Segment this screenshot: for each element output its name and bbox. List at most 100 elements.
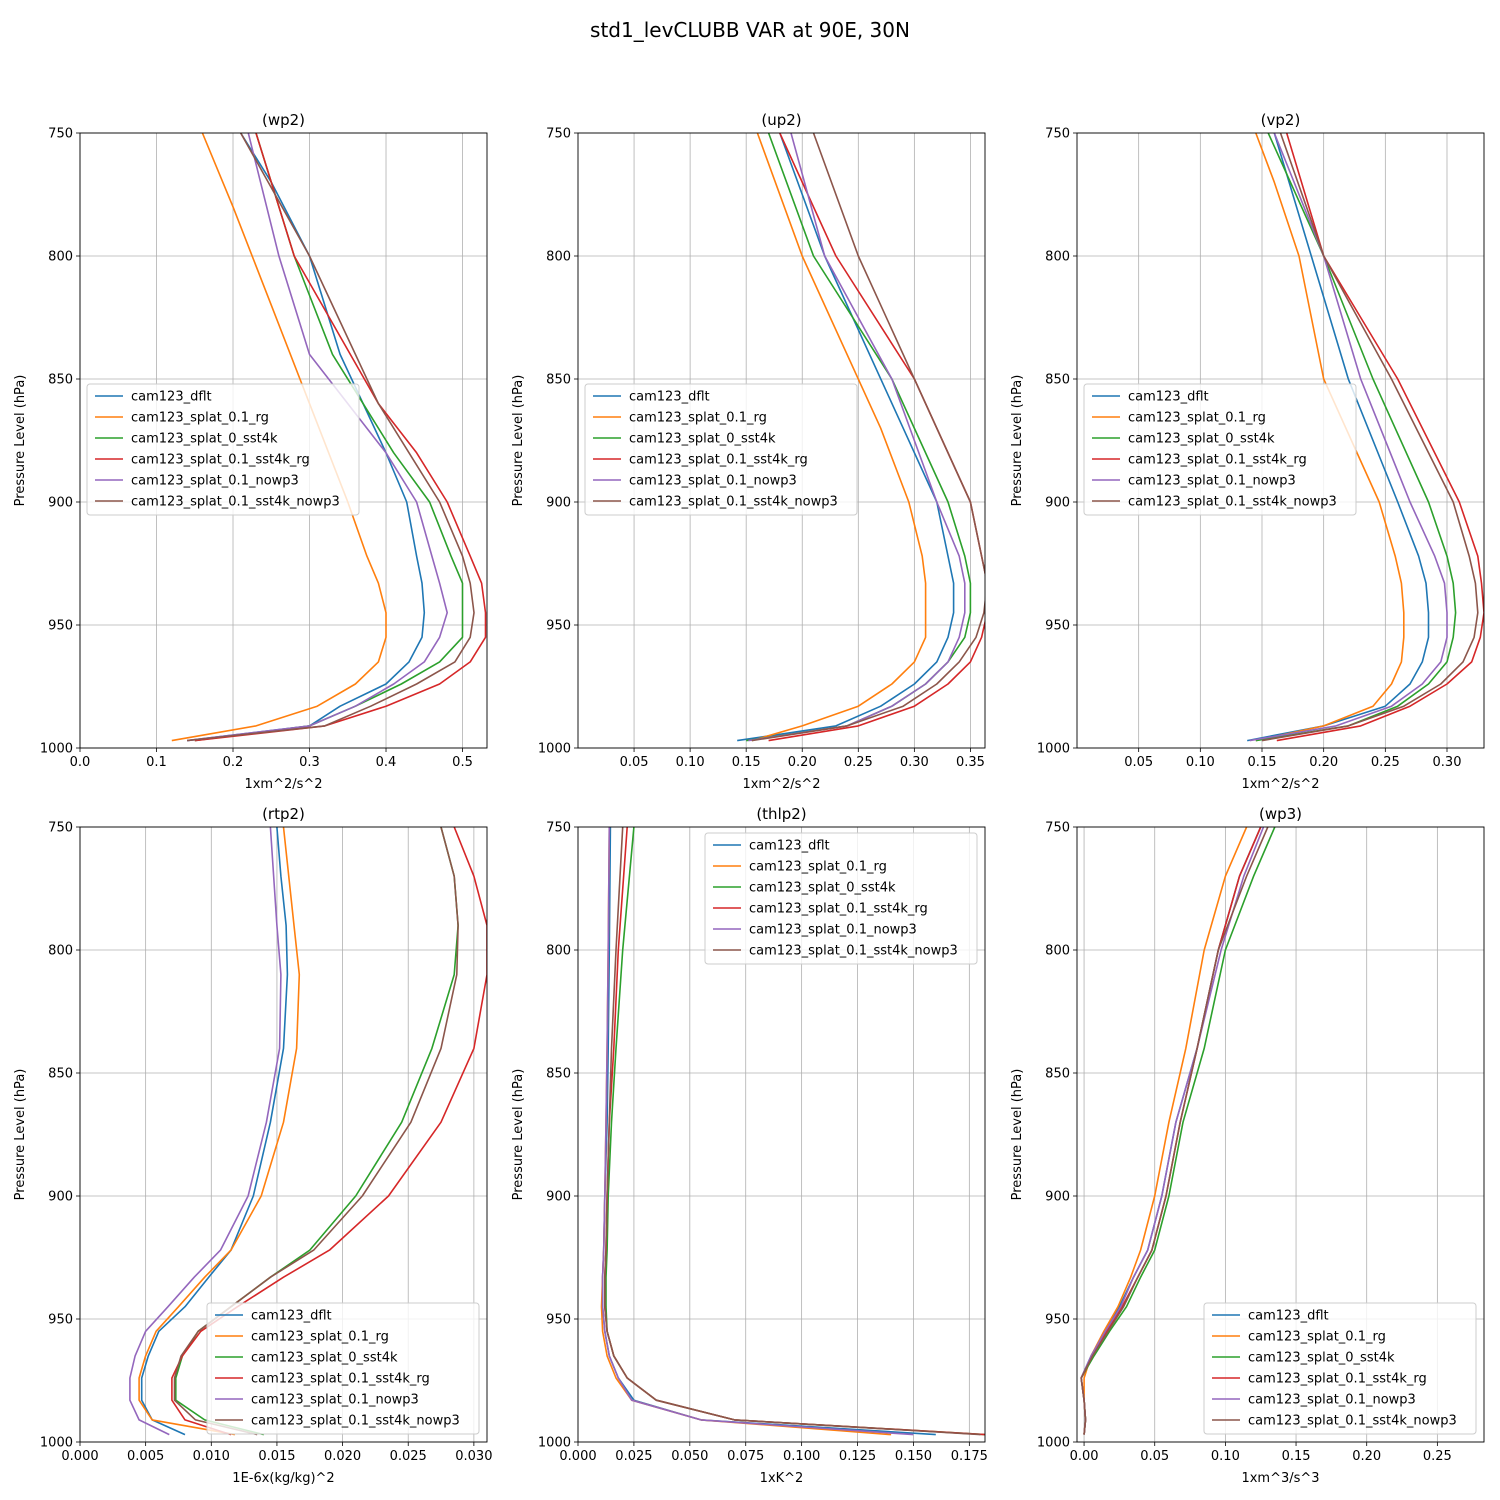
x-tick-label: 0.075 (727, 1449, 764, 1464)
x-tick-label: 0.015 (258, 1449, 295, 1464)
legend-label: cam123_splat_0.1_sst4k_nowp3 (1248, 1414, 1457, 1429)
y-tick-label: 900 (1045, 1190, 1070, 1205)
x-axis-label: 1xm^2/s^2 (244, 777, 322, 792)
y-tick-label: 850 (546, 373, 571, 388)
series-line-cam123_splat_0.1_rg (1255, 133, 1405, 742)
x-tick-label: 0.10 (1211, 1449, 1240, 1464)
legend-label: cam123_splat_0.1_sst4k_rg (629, 453, 808, 468)
x-tick-label: 0.20 (788, 755, 817, 770)
x-tick-label: 0.1 (146, 755, 167, 770)
legend-label: cam123_dflt (131, 390, 212, 405)
legend-label: cam123_splat_0.1_sst4k_nowp3 (1128, 495, 1337, 510)
panel-wp3: 0.00 0.05 0.10 0.15 0.20 0.25 750 800 850 900 950 1… (1010, 805, 1485, 1486)
panel-rtp2: 0.000 0.005 0.010 0.015 0.020 0.025 0.030 750 80… (13, 805, 492, 1486)
y-tick-label: 750 (48, 127, 73, 142)
series-line-cam123_splat_0_sst4k (1255, 133, 1457, 742)
y-axis-label: Pressure Level (hPa) (1010, 375, 1025, 507)
legend-label: cam123_dflt (1128, 390, 1209, 405)
legend-label: cam123_splat_0.1_rg (1128, 411, 1266, 426)
y-tick-label: 850 (1045, 1067, 1070, 1082)
y-tick-label: 900 (48, 496, 73, 511)
x-tick-label: 0.150 (895, 1449, 932, 1464)
series-line-cam123_splat_0.1_sst4k_nowp3 (187, 133, 475, 742)
x-tick-label: 0.05 (620, 755, 649, 770)
legend-label: cam123_splat_0.1_sst4k_nowp3 (749, 944, 958, 959)
x-tick-label: 0.3 (299, 755, 320, 770)
y-tick-label: 950 (1045, 619, 1070, 634)
series-line-cam123_splat_0.1_sst4k_rg (171, 827, 487, 1436)
legend: cam123_dflt cam123_splat_0.1_rg cam123_spl… (704, 832, 978, 965)
series-line-cam123_splat_0.1_rg (171, 133, 387, 742)
x-tick-label: 0.20 (1352, 1449, 1381, 1464)
y-tick-label: 800 (48, 944, 73, 959)
x-tick-label: 0.025 (615, 1449, 652, 1464)
series-line-cam123_splat_0.1_rg (751, 133, 927, 742)
panel-title: (rtp2) (262, 805, 305, 823)
y-tick-label: 750 (1045, 821, 1070, 836)
y-tick-label: 750 (546, 821, 571, 836)
series-line-cam123_splat_0.1_sst4k_nowp3 (603, 827, 981, 1436)
panel-vp2: 0.05 0.10 0.15 0.20 0.25 0.30 750 800 850 900 950 1… (1010, 111, 1485, 792)
y-tick-label: 850 (48, 373, 73, 388)
x-tick-label: 0.15 (1248, 755, 1277, 770)
axes-frame (577, 826, 986, 1443)
series-line-cam123_splat_0_sst4k (194, 133, 464, 742)
panel-title: (thlp2) (756, 805, 806, 823)
legend-label: cam123_splat_0.1_rg (1248, 1330, 1386, 1345)
panel-wp2: 0.0 0.1 0.2 0.3 0.4 0.5 750 800 850 900 950 1000 (wp… (13, 111, 488, 792)
y-axis-label: Pressure Level (hPa) (511, 375, 526, 507)
x-tick-label: 0.25 (844, 755, 873, 770)
legend-label: cam123_splat_0.1_rg (251, 1330, 389, 1345)
panel-title: (wp2) (262, 111, 305, 129)
y-tick-label: 800 (546, 944, 571, 959)
y-axis-label: Pressure Level (hPa) (1010, 1069, 1025, 1201)
series-line-cam123_splat_0.1_nowp3 (129, 827, 282, 1436)
panel-title: (vp2) (1261, 111, 1301, 129)
x-tick-label: 0.15 (732, 755, 761, 770)
x-tick-label: 0.050 (671, 1449, 708, 1464)
axes-frame (1076, 826, 1485, 1443)
series-line-cam123_splat_0.1_nowp3 (1249, 133, 1448, 742)
legend-label: cam123_splat_0.1_sst4k_nowp3 (131, 495, 340, 510)
series-line-cam123_dflt (1247, 133, 1430, 742)
x-tick-label: 0.0 (70, 755, 91, 770)
x-axis-label: 1xm^3/s^3 (1241, 1471, 1319, 1486)
axes-frame (1076, 132, 1485, 749)
legend-label: cam123_dflt (251, 1309, 332, 1324)
y-tick-label: 1000 (1037, 742, 1070, 757)
x-tick-label: 0.175 (951, 1449, 988, 1464)
y-tick-label: 1000 (538, 1436, 571, 1451)
axes-frame (79, 132, 488, 749)
figure-title: std1_levCLUBB VAR at 90E, 30N (590, 18, 910, 42)
legend-label: cam123_splat_0.1_nowp3 (251, 1393, 419, 1408)
x-tick-label: 0.000 (559, 1449, 596, 1464)
legend-label: cam123_splat_0.1_nowp3 (629, 474, 797, 489)
axes-frame (79, 826, 488, 1443)
series-line-cam123_splat_0.1_sst4k_nowp3 (1261, 133, 1479, 742)
legend-label: cam123_splat_0.1_sst4k_rg (1128, 453, 1307, 468)
legend-label: cam123_splat_0.1_rg (749, 860, 887, 875)
y-tick-label: 950 (48, 619, 73, 634)
legend-label: cam123_splat_0.1_nowp3 (749, 923, 917, 938)
x-tick-label: 0.05 (1124, 755, 1153, 770)
x-tick-label: 0.10 (676, 755, 705, 770)
legend-label: cam123_splat_0.1_nowp3 (131, 474, 299, 489)
legend: cam123_dflt cam123_splat_0.1_rg cam123_spl… (1203, 1302, 1477, 1435)
x-tick-label: 0.30 (1433, 755, 1462, 770)
legend-label: cam123_dflt (749, 839, 830, 854)
y-tick-label: 1000 (538, 742, 571, 757)
series-line-cam123_dflt (140, 827, 289, 1436)
panel-title: (wp3) (1259, 805, 1302, 823)
x-tick-label: 0.20 (1309, 755, 1338, 770)
y-tick-label: 850 (546, 1067, 571, 1082)
y-tick-label: 750 (48, 821, 73, 836)
y-tick-label: 850 (48, 1067, 73, 1082)
series-line-cam123_splat_0.1_rg (138, 827, 301, 1436)
series-line-cam123_splat_0.1_nowp3 (748, 133, 966, 742)
y-tick-label: 1000 (1037, 1436, 1070, 1451)
legend: cam123_dflt cam123_splat_0.1_rg cam123_spl… (584, 383, 858, 516)
legend-label: cam123_splat_0.1_nowp3 (1128, 474, 1296, 489)
y-tick-label: 1000 (40, 1436, 73, 1451)
series-line-cam123_splat_0.1_sst4k_nowp3 (751, 133, 985, 742)
y-tick-label: 800 (1045, 944, 1070, 959)
